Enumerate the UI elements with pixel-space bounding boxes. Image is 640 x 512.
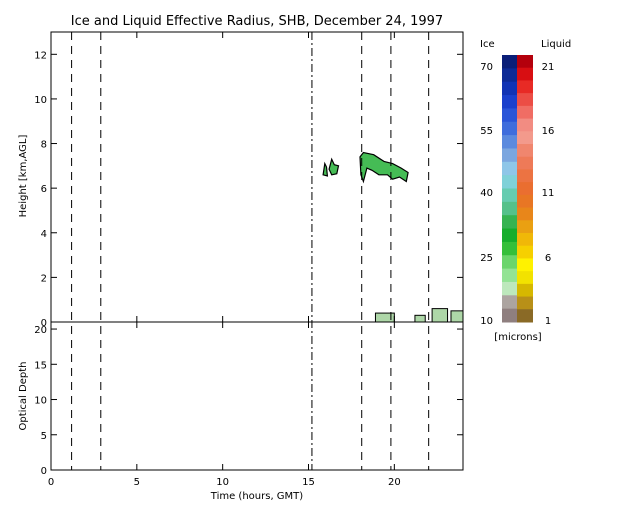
optical-depth-axis-label: Optical Depth <box>18 362 29 431</box>
liquid-colorbar-swatch <box>517 220 533 234</box>
liquid-colorbar-swatch <box>517 93 533 107</box>
liquid-colorbar-swatch <box>517 233 533 247</box>
ice-colorbar-swatch <box>502 175 517 189</box>
height-tick-label: 0 <box>41 318 47 329</box>
optical-depth-tick-label: 20 <box>34 325 47 336</box>
ice-colorbar-swatch <box>502 308 517 323</box>
liquid-colorbar-swatch <box>517 169 533 183</box>
colorbar-units-label: [microns] <box>494 332 541 343</box>
ice-cloud-region <box>359 151 409 184</box>
liquid-colorbar-tick-label: 6 <box>545 253 551 264</box>
ice-colorbar-swatch <box>502 295 517 310</box>
ice-colorbar-swatch <box>502 135 517 149</box>
liquid-colorbar-swatch <box>517 182 533 196</box>
time-tick-label: 15 <box>302 477 315 488</box>
time-tick-label: 5 <box>134 477 140 488</box>
time-tick-label: 20 <box>388 477 401 488</box>
time-axis-label: Time (hours, GMT) <box>210 491 304 502</box>
optical-depth-tick-label: 5 <box>41 431 47 442</box>
ice-colorbar-swatch <box>502 215 517 230</box>
ice-colorbar-swatch <box>502 81 517 96</box>
liquid-colorbar-swatch <box>517 207 533 221</box>
low-liquid-cloud-region <box>374 312 395 323</box>
height-panel: 0 2 4 6 8 10 12 <box>34 31 464 329</box>
colorbar: Ice Liquid [microns] 70 55 40 25 10 21 16 11 6 1 <box>480 39 571 343</box>
low-liquid-cloud-region <box>450 310 464 323</box>
ice-colorbar-swatch <box>502 95 517 109</box>
ice-colorbar-tick-label: 40 <box>480 188 493 199</box>
time-marker-lines <box>71 32 430 470</box>
ice-colorbar-tick-label: 55 <box>480 126 493 137</box>
liquid-colorbar-swatch <box>517 296 533 310</box>
ice-colorbar-swatch <box>502 201 517 216</box>
ice-colorbar-tick-label: 10 <box>480 316 493 327</box>
liquid-colorbar-swatch <box>517 55 533 69</box>
liquid-colorbar-tick-label: 21 <box>542 62 555 73</box>
low-liquid-cloud-region <box>431 308 449 323</box>
ice-colorbar-swatch <box>502 241 517 256</box>
liquid-colorbar-tick-label: 16 <box>542 126 555 137</box>
liquid-colorbar-swatch <box>517 194 533 209</box>
optical-depth-tick-label: 15 <box>34 360 47 371</box>
ice-cloud-region <box>328 157 340 176</box>
ice-colorbar-swatch <box>502 281 517 296</box>
ice-cloud-region <box>322 161 329 177</box>
colorbar-ice-label: Ice <box>480 39 495 50</box>
liquid-colorbar-swatch <box>517 105 533 120</box>
ice-colorbar-swatch <box>502 255 517 270</box>
height-tick-label: 6 <box>41 184 47 195</box>
optical-depth-panel-frame <box>50 321 464 471</box>
liquid-colorbar-swatch <box>517 156 533 170</box>
height-tick-label: 10 <box>34 95 47 106</box>
ice-colorbar-swatch <box>502 228 517 243</box>
ice-colorbar-swatch <box>502 268 517 283</box>
colorbar-liquid-label: Liquid <box>541 39 571 50</box>
ice-colorbar-swatch <box>502 55 517 69</box>
liquid-colorbar-tick-label: 11 <box>542 188 555 199</box>
optical-depth-tick-label: 10 <box>34 396 47 407</box>
time-tick-label: 10 <box>216 477 229 488</box>
liquid-colorbar-swatch <box>517 144 533 158</box>
ice-colorbar-tick-label: 25 <box>480 253 493 264</box>
ice-colorbar-swatch <box>502 188 517 203</box>
height-tick-label: 12 <box>34 50 47 61</box>
ice-colorbar-swatch <box>502 68 517 83</box>
ice-colorbar-swatch <box>502 108 517 123</box>
liquid-colorbar-swatch <box>517 271 533 285</box>
chart-title: Ice and Liquid Effective Radius, SHB, De… <box>71 14 443 29</box>
height-tick-label: 4 <box>41 229 47 240</box>
height-axis-label: Height [km,AGL] <box>18 135 29 218</box>
optical-depth-tick-label: 0 <box>41 466 47 477</box>
height-tick-label: 8 <box>41 140 47 151</box>
liquid-colorbar-swatch <box>517 283 533 298</box>
liquid-colorbar-swatch <box>517 80 533 94</box>
liquid-colorbar-swatch <box>517 258 533 272</box>
liquid-colorbar-tick-label: 1 <box>545 316 551 327</box>
ice-colorbar-tick-label: 70 <box>480 62 493 73</box>
time-tick-label: 0 <box>48 477 54 488</box>
liquid-colorbar-swatch <box>517 245 533 259</box>
ice-colorbar-swatch <box>502 161 517 176</box>
liquid-colorbar-swatch <box>517 309 533 323</box>
ice-colorbar-swatch <box>502 121 517 136</box>
liquid-colorbar-swatch <box>517 131 533 145</box>
ice-colorbar-swatch <box>502 148 517 163</box>
liquid-colorbar-swatch <box>517 67 533 81</box>
low-liquid-cloud-region <box>414 314 426 323</box>
liquid-colorbar-swatch <box>517 118 533 132</box>
height-tick-label: 2 <box>41 273 47 284</box>
